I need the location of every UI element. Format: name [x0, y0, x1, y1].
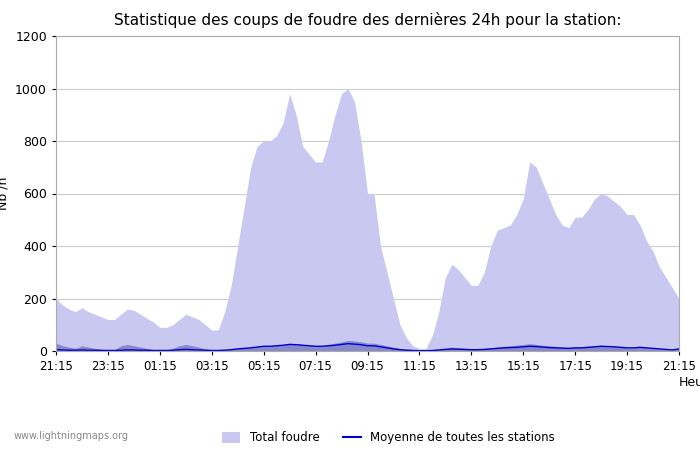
- Y-axis label: Nb /h: Nb /h: [0, 177, 10, 210]
- Text: www.lightningmaps.org: www.lightningmaps.org: [14, 431, 129, 441]
- X-axis label: Heure: Heure: [679, 376, 700, 389]
- Title: Statistique des coups de foudre des dernières 24h pour la station:: Statistique des coups de foudre des dern…: [113, 12, 622, 28]
